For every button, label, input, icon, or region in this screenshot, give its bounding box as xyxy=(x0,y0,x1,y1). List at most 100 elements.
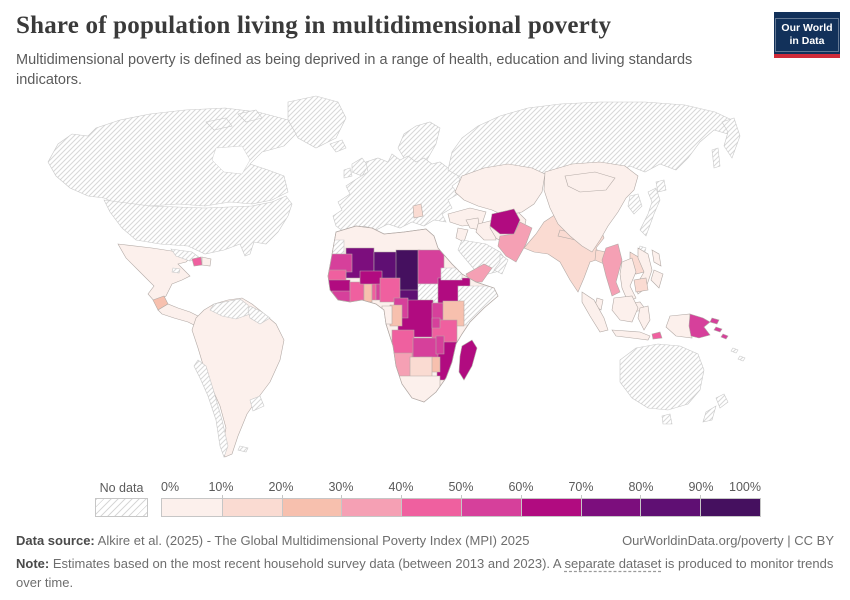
region-guyanas[interactable] xyxy=(247,305,271,325)
legend-segment[interactable] xyxy=(341,499,402,516)
country-usa[interactable] xyxy=(103,195,293,257)
country-papua-new-guinea[interactable] xyxy=(688,313,711,339)
region-sakhalin[interactable] xyxy=(711,147,721,169)
arctic-island[interactable] xyxy=(237,109,263,123)
note-after: is produced to monitor trends over time. xyxy=(16,555,834,590)
country-greenland[interactable] xyxy=(287,95,347,149)
legend-segment[interactable] xyxy=(580,499,641,516)
country-philippines[interactable] xyxy=(651,249,662,267)
country-japan[interactable] xyxy=(655,179,667,193)
legend-segment[interactable] xyxy=(281,499,342,516)
country-mongolia[interactable] xyxy=(564,171,616,193)
country-iceland[interactable] xyxy=(329,139,347,153)
country-solomon-islands[interactable] xyxy=(713,326,723,333)
country-eritrea[interactable] xyxy=(440,267,463,281)
legend-segment[interactable] xyxy=(520,499,581,516)
arctic-island[interactable] xyxy=(205,117,233,131)
country-malawi[interactable] xyxy=(435,335,445,355)
country-uk[interactable] xyxy=(351,157,369,177)
legend-no-data: No data xyxy=(95,481,148,517)
country-togo[interactable] xyxy=(371,282,377,301)
note-text: Note: Estimates based on the most recent… xyxy=(16,555,834,593)
legend-tick-label: 40% xyxy=(388,480,414,494)
country-japan[interactable] xyxy=(639,187,661,237)
country-jamaica[interactable] xyxy=(171,267,181,274)
legend-ticks: 0% 10% 20% 30% 40% 50% 60% 70% 80% 90% 100% xyxy=(161,480,761,496)
region-tasmania[interactable] xyxy=(661,413,673,425)
country-mauritania[interactable] xyxy=(328,253,353,273)
country-philippines[interactable] xyxy=(650,269,664,289)
region-balkans[interactable] xyxy=(412,203,424,219)
country-new-zealand[interactable] xyxy=(715,393,729,409)
data-source-label: Data source: xyxy=(16,533,95,548)
country-burkina-faso[interactable] xyxy=(359,270,383,285)
owid-logo[interactable]: Our World in Data xyxy=(774,12,840,58)
region-europe[interactable] xyxy=(332,153,461,233)
country-dominican-republic[interactable] xyxy=(201,256,212,267)
legend-tick-label: 70% xyxy=(568,480,594,494)
country-madagascar[interactable] xyxy=(458,339,478,381)
country-uruguay[interactable] xyxy=(249,395,265,412)
legend-tick-label: 20% xyxy=(268,480,294,494)
hudson-bay xyxy=(211,145,251,175)
legend-tick-line xyxy=(221,495,223,516)
country-indonesia[interactable] xyxy=(581,291,609,333)
separate-dataset-link[interactable]: separate dataset xyxy=(564,555,662,571)
legend-tick-label: 80% xyxy=(628,480,654,494)
legend-tick-label: 30% xyxy=(328,480,354,494)
country-indonesia[interactable] xyxy=(611,295,639,323)
country-timor-leste[interactable] xyxy=(651,331,663,340)
region-western-sahara[interactable] xyxy=(326,239,345,255)
country-australia[interactable] xyxy=(619,343,705,411)
page-subtitle: Multidimensional poverty is defined as b… xyxy=(16,52,693,89)
falkland-islands[interactable] xyxy=(237,445,249,453)
country-ireland[interactable] xyxy=(343,167,353,179)
data-source: Data source: Alkire et al. (2025) - The … xyxy=(16,532,530,551)
country-zambia[interactable] xyxy=(412,337,439,359)
legend-tick-line xyxy=(700,495,702,516)
owid-logo-redbar xyxy=(774,54,840,58)
legend-segment[interactable] xyxy=(162,499,222,516)
legend-segment[interactable] xyxy=(700,499,760,516)
region-new-britain[interactable] xyxy=(709,317,720,325)
region-korea[interactable] xyxy=(627,193,643,215)
country-venezuela[interactable] xyxy=(209,298,251,320)
country-cote-divoire[interactable] xyxy=(349,281,365,303)
country-fiji[interactable] xyxy=(737,355,746,362)
country-saudi-arabia[interactable] xyxy=(457,239,507,277)
country-canada[interactable] xyxy=(47,107,297,207)
legend-tick-label: 0% xyxy=(161,480,180,494)
country-oman[interactable] xyxy=(493,253,509,275)
region-rwanda-burundi[interactable] xyxy=(431,317,441,329)
country-ghana[interactable] xyxy=(363,283,373,303)
region-papua-indonesia[interactable] xyxy=(665,313,693,339)
legend-no-data-label: No data xyxy=(99,481,144,495)
country-thailand[interactable] xyxy=(619,257,637,303)
legend-no-data-swatch[interactable] xyxy=(95,498,148,517)
country-pakistan[interactable] xyxy=(497,221,533,263)
country-new-zealand[interactable] xyxy=(702,405,717,423)
country-gabon[interactable] xyxy=(381,305,393,325)
legend-tick-line xyxy=(341,495,343,516)
country-indonesia[interactable] xyxy=(637,305,651,331)
legend-segment[interactable] xyxy=(401,499,461,516)
owid-logo-text: Our World in Data xyxy=(775,18,839,52)
legend-tick-label: 10% xyxy=(208,480,234,494)
region-kamchatka[interactable] xyxy=(721,117,741,159)
country-chile[interactable] xyxy=(193,359,229,458)
legend-segment[interactable] xyxy=(460,499,521,516)
country-solomon-islands[interactable] xyxy=(720,333,729,340)
legend-tick-label: 60% xyxy=(508,480,534,494)
country-myanmar[interactable] xyxy=(601,243,623,297)
country-vanuatu[interactable] xyxy=(730,347,739,354)
region-central-asia[interactable] xyxy=(454,163,546,217)
source-row: Data source: Alkire et al. (2025) - The … xyxy=(16,532,834,551)
legend-segment[interactable] xyxy=(221,499,282,516)
country-indonesia[interactable] xyxy=(611,329,651,341)
legend-segment[interactable] xyxy=(640,499,701,516)
rights-text[interactable]: OurWorldinData.org/poverty | CC BY xyxy=(622,533,834,548)
chart-footer: Data source: Alkire et al. (2025) - The … xyxy=(16,532,834,593)
country-cambodia[interactable] xyxy=(633,277,649,293)
legend-colorbar-block: 0% 10% 20% 30% 40% 50% 60% 70% 80% 90% 100% xyxy=(161,480,761,517)
